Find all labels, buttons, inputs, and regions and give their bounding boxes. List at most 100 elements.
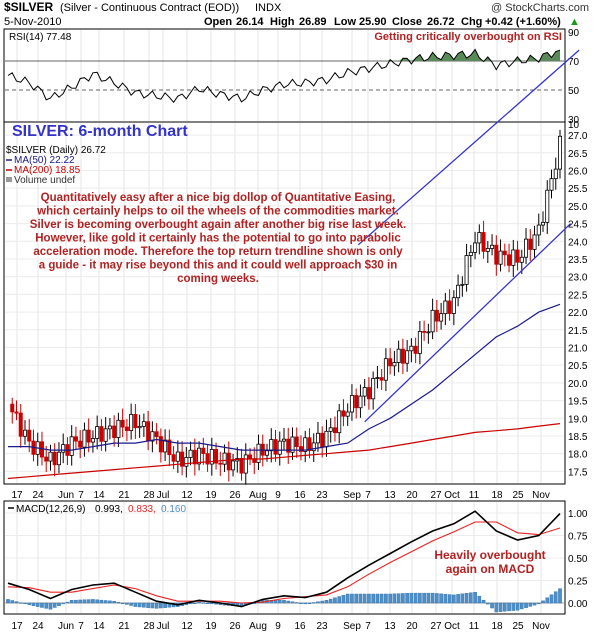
x-tick-label: Nov <box>532 490 550 501</box>
candle-body <box>137 425 142 429</box>
candle-body <box>362 387 367 397</box>
macd-hist-bar <box>120 602 125 605</box>
trend-line <box>357 49 580 246</box>
x-tick-label: 17 <box>11 490 23 501</box>
rsi-line <box>7 48 561 104</box>
candle-body <box>545 189 550 223</box>
macd-hist-bar <box>86 599 91 604</box>
x-axis-labels-macd: 17 24 Jun 7 14 21 28 Jul 12 19 26 Aug 9 16 23 Sep 7 13 20 2… <box>11 621 549 632</box>
candle-body <box>341 410 346 417</box>
price-tick-label: 21.0 <box>568 343 588 354</box>
watermark: @ StockCharts.com <box>491 2 589 14</box>
x-tick-label: Oct <box>444 490 460 501</box>
commentary-line: However, like gold it certainly has the … <box>35 233 401 245</box>
candle-body <box>311 442 316 452</box>
x-tick-label: Nov <box>532 621 550 632</box>
candle-body <box>226 452 231 471</box>
price-tick-label: 23.5 <box>568 255 588 266</box>
candle-body <box>269 439 274 452</box>
macd-hist-bar <box>74 599 78 604</box>
x-tick-label: 13 <box>384 621 396 632</box>
x-tick-label: 17 <box>11 621 23 632</box>
commentary: Quantitatively easy after a nice big dol… <box>30 192 406 285</box>
price-series <box>7 129 563 485</box>
macd-hist-bar <box>401 593 405 604</box>
candle-body <box>324 430 329 448</box>
price-tick-label: 19.5 <box>568 397 588 408</box>
macd-hist-bar <box>159 602 163 609</box>
x-tick-label: 13 <box>384 490 396 501</box>
macd-hist-bar <box>545 597 550 604</box>
macd-hist-bar <box>303 602 308 605</box>
exchange-label: INDX <box>255 2 282 14</box>
macd-hist-bar <box>350 593 354 604</box>
candle-body <box>451 297 456 314</box>
candle-body <box>528 238 533 250</box>
macd-hist-bar <box>52 602 57 608</box>
macd-hist-bar <box>116 602 121 604</box>
x-tick-label: 7 <box>365 490 371 501</box>
candle-body <box>27 429 32 442</box>
macd-hist-bar <box>371 593 375 604</box>
candle-body <box>120 419 125 428</box>
macd-hist-bar <box>282 600 286 604</box>
macd-hist-bar <box>367 593 371 604</box>
x-tick-label: 21 <box>118 621 130 632</box>
candle-body <box>158 436 163 453</box>
price-tick-label: 23.0 <box>568 273 588 284</box>
legend-symbol: $SILVER (Daily) 26.72 <box>6 145 106 156</box>
x-axis-labels-price: 17 24 Jun 7 14 21 28 Jul 12 19 26 Aug 9 16 23 Sep 7 13 20 2… <box>11 490 549 501</box>
macd-tick-label: 0.50 <box>568 554 588 565</box>
macd-hist-bar <box>197 601 201 604</box>
open-value: 26.14 <box>236 16 264 28</box>
x-tick-label: 14 <box>93 490 105 501</box>
candle-body <box>112 425 117 438</box>
trend-channel <box>357 49 580 423</box>
candle-body <box>371 378 376 400</box>
macd-hist-bar <box>558 588 562 604</box>
candle-body <box>456 284 461 299</box>
candle-body <box>558 135 563 170</box>
macd-hist-bar <box>469 592 473 604</box>
macd-hist-bar <box>91 599 95 604</box>
price-tick-label: 26.0 <box>568 166 588 177</box>
macd-axis: 1.00 0.75 0.50 0.25 0.00 <box>568 509 588 610</box>
macd-hist-bar <box>112 601 116 604</box>
macd-hist-bar <box>345 593 350 604</box>
macd-hist-bar <box>290 601 295 604</box>
macd-hist-bar <box>519 602 524 610</box>
macd-hist-bar <box>362 593 367 604</box>
price-tick-label: 19.0 <box>568 414 588 425</box>
candle-body <box>10 403 15 413</box>
macd-hist-bar <box>422 592 426 604</box>
macd-hist-bar <box>307 602 312 605</box>
candle-body <box>69 436 74 456</box>
macd-hist-bar <box>31 602 36 606</box>
open-label: Open <box>204 16 232 28</box>
macd-label-hist: 0.160 <box>161 504 186 515</box>
macd-hist-bar <box>27 602 32 605</box>
x-tick-label: 24 <box>32 621 44 632</box>
candle-body <box>222 452 227 465</box>
candle-body <box>315 432 320 444</box>
macd-hist-bar <box>392 593 397 604</box>
candle-body <box>124 426 129 431</box>
candle-body <box>188 449 193 458</box>
macd-hist-bar <box>333 597 337 604</box>
candle-body <box>73 436 78 442</box>
x-tick-label: 26 <box>229 621 241 632</box>
x-tick-label: 18 <box>491 490 503 501</box>
macd-hist-bar <box>125 602 129 605</box>
macd-hist-bar <box>277 600 282 604</box>
macd-hist-bar <box>210 602 214 605</box>
macd-hist-bar <box>324 600 329 604</box>
x-tick-label: 7 <box>365 621 371 632</box>
macd-hist-bar <box>549 594 554 604</box>
macd-hist-bar <box>188 602 193 605</box>
candle-body <box>298 446 303 452</box>
x-tick-label: 12 <box>181 490 193 501</box>
x-tick-label: 23 <box>316 490 328 501</box>
candle-body <box>532 234 537 250</box>
ma50-line <box>8 303 561 451</box>
macd-hist-bar <box>358 593 363 604</box>
